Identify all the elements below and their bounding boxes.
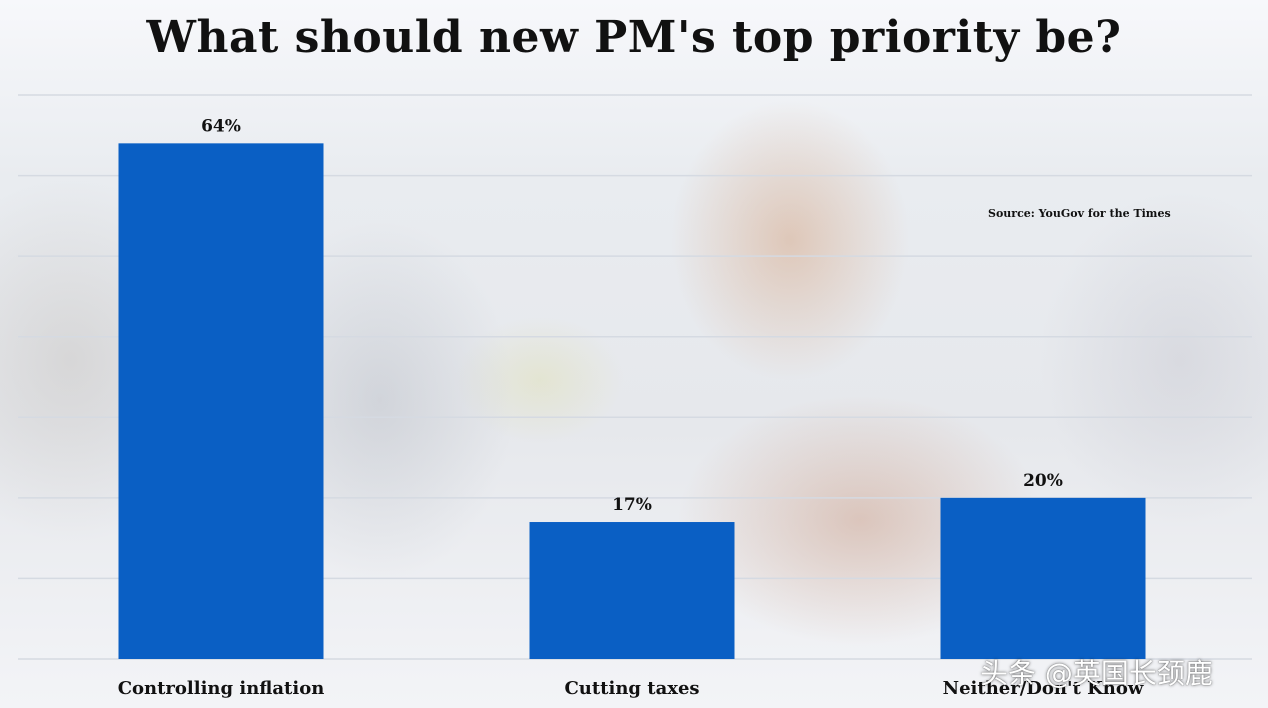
value-label-2: 17% [612, 495, 652, 515]
category-label-2: Cutting taxes [564, 678, 699, 699]
bar-2 [529, 522, 735, 659]
chart-title: What should new PM's top priority be? [146, 12, 1122, 63]
category-labels: Controlling inflation Cutting taxes Neithe… [118, 678, 1144, 699]
value-labels: 64% 17% 20% [201, 116, 1063, 515]
bar-3 [940, 497, 1146, 659]
value-label-3: 20% [1023, 471, 1063, 491]
bars [118, 143, 1146, 660]
bar-1 [118, 143, 324, 660]
source-note: Source: YouGov for the Times [988, 207, 1171, 220]
value-label-1: 64% [201, 116, 241, 136]
category-label-1: Controlling inflation [118, 678, 325, 699]
category-label-3: Neither/Don't Know [943, 678, 1144, 699]
watermark-text: 头条 @英国长颈鹿 [980, 657, 1213, 690]
